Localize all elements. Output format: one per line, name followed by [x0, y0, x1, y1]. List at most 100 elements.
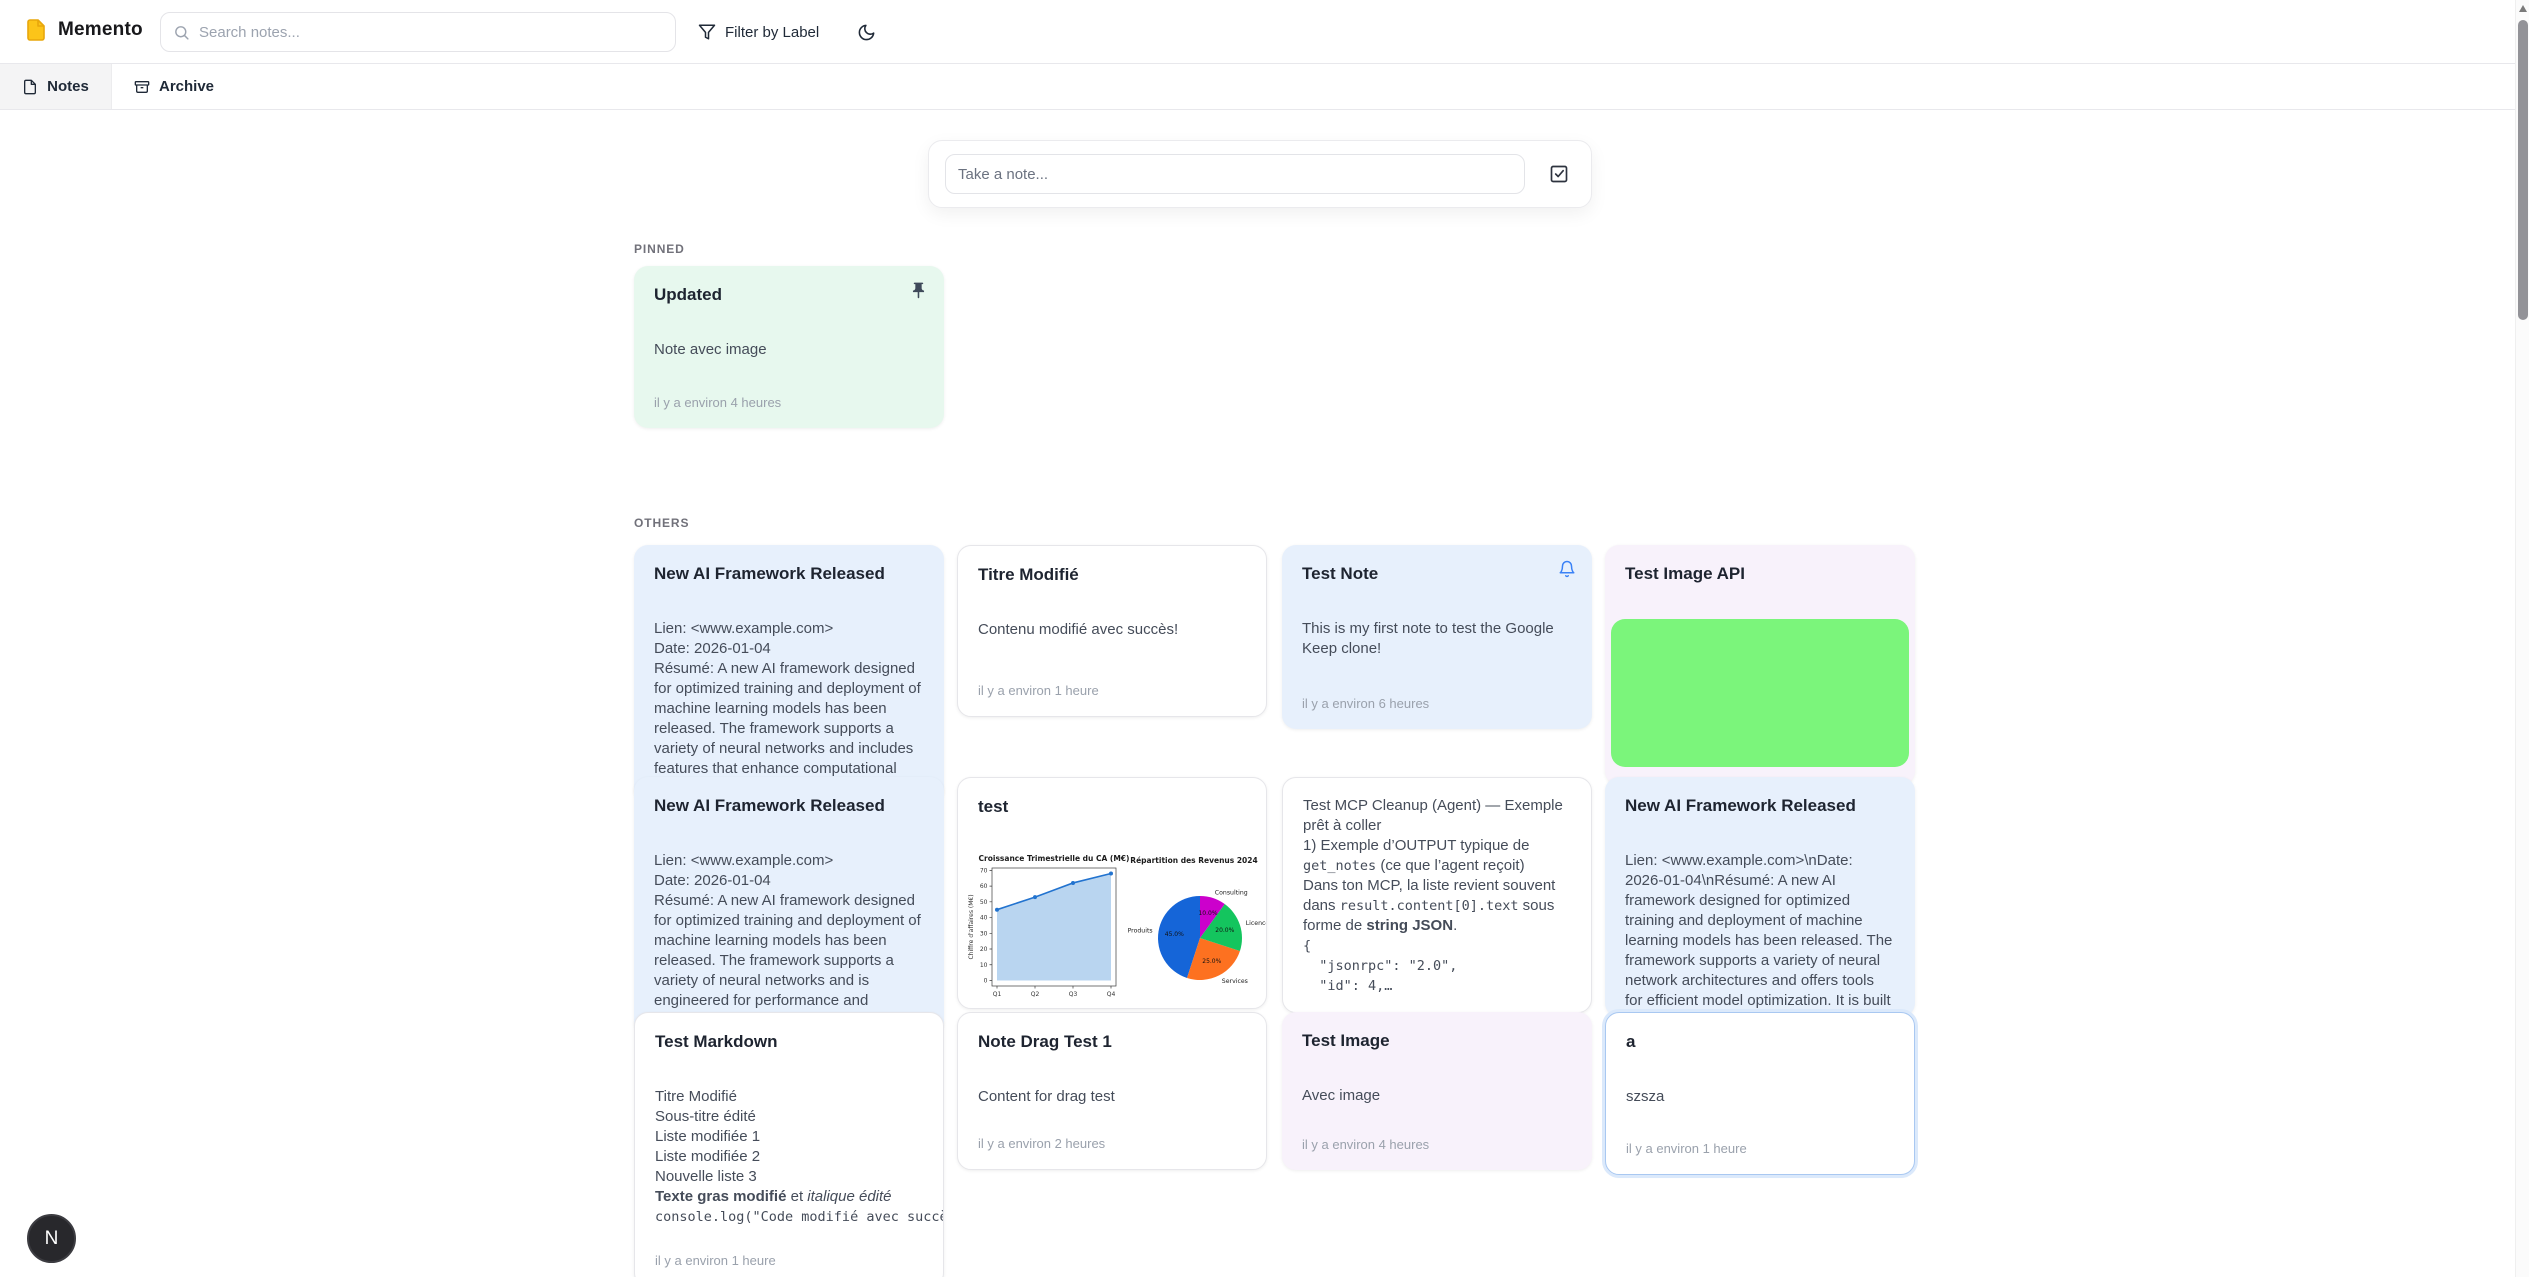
- scroll-up-arrow[interactable]: [2519, 5, 2527, 12]
- pin-icon[interactable]: [909, 281, 928, 300]
- app-logo: Memento: [24, 18, 143, 42]
- search-input[interactable]: [199, 23, 663, 41]
- note-card-test-image-api[interactable]: Test Image API: [1605, 545, 1915, 785]
- section-label-others: OTHERS: [634, 516, 690, 530]
- svg-text:70: 70: [980, 867, 988, 874]
- note-title: New AI Framework Released: [654, 564, 885, 583]
- note-composer: [928, 140, 1592, 208]
- tab-notes-label: Notes: [47, 78, 89, 95]
- note-file-icon: [24, 18, 48, 42]
- svg-text:20.0%: 20.0%: [1215, 927, 1234, 934]
- note-body: Note avec image: [654, 341, 767, 359]
- svg-text:Chiffre d'affaires (M€): Chiffre d'affaires (M€): [968, 895, 975, 960]
- note-body: Lien: <www.example.com> Date: 2026-01-04…: [654, 620, 921, 777]
- svg-text:60: 60: [980, 883, 988, 890]
- file-icon: [22, 79, 38, 95]
- search-icon: [173, 24, 190, 41]
- app-header: Memento Filter by Label: [0, 0, 2529, 64]
- svg-text:Q4: Q4: [1107, 991, 1116, 998]
- note-card-test-charts[interactable]: test 0 10 20 30 40 50 60 70 Q1 Q2 Q3 Q4 Croissance T…: [957, 777, 1267, 1009]
- dark-mode-toggle[interactable]: [846, 12, 886, 52]
- svg-text:Produits: Produits: [1128, 928, 1153, 935]
- note-timestamp: il y a environ 1 heure: [655, 1253, 776, 1268]
- svg-text:25.0%: 25.0%: [1202, 958, 1221, 965]
- tab-bar: Notes Archive: [0, 64, 2529, 110]
- tab-notes[interactable]: Notes: [0, 64, 112, 109]
- note-body: Contenu modifié avec succès!: [978, 621, 1179, 639]
- check-square-icon: [1549, 164, 1569, 184]
- svg-text:10: 10: [980, 962, 988, 969]
- note-card-new-ai-framework-3[interactable]: New AI Framework Released Lien: <www.exa…: [1605, 777, 1915, 1017]
- note-body: Titre Modifié Sous-titre édité Liste mod…: [655, 1088, 944, 1225]
- scrollbar[interactable]: [2515, 0, 2529, 1277]
- svg-text:Q3: Q3: [1069, 991, 1078, 998]
- note-timestamp: il y a environ 4 heures: [654, 395, 782, 410]
- note-card-new-ai-framework-2[interactable]: New AI Framework Released Lien: <www.exa…: [634, 777, 944, 1035]
- scrollbar-thumb[interactable]: [2517, 20, 2528, 320]
- note-card-test-note[interactable]: Test Note This is my first note to test …: [1282, 545, 1592, 729]
- note-body: Lien: <www.example.com> Date: 2026-01-04…: [654, 852, 921, 1009]
- moon-icon: [857, 23, 876, 42]
- svg-text:45.0%: 45.0%: [1165, 931, 1184, 938]
- note-image-green: [1611, 619, 1909, 767]
- checklist-button[interactable]: [1549, 164, 1569, 184]
- note-card-new-ai-framework-1[interactable]: New AI Framework Released Lien: <www.exa…: [634, 545, 944, 803]
- note-card-test-markdown[interactable]: Test Markdown Titre Modifié Sous-titre é…: [634, 1012, 944, 1277]
- note-timestamp: il y a environ 1 heure: [1626, 1141, 1747, 1156]
- note-card-test-image[interactable]: Test Image Avec image il y a environ 4 h…: [1282, 1012, 1592, 1170]
- note-title: Test Image API: [1625, 564, 1745, 583]
- note-card-a[interactable]: a szsza il y a environ 1 heure: [1605, 1012, 1915, 1175]
- svg-text:Consulting: Consulting: [1215, 889, 1248, 896]
- reminder-bell-icon[interactable]: [1558, 560, 1576, 578]
- svg-text:40: 40: [980, 915, 988, 922]
- svg-text:0: 0: [984, 978, 988, 985]
- note-title: Note Drag Test 1: [978, 1032, 1112, 1051]
- revenue-growth-area-chart: 0 10 20 30 40 50 60 70 Q1 Q2 Q3 Q4 Croissance Trimes…: [968, 854, 1129, 998]
- note-chart-image: 0 10 20 30 40 50 60 70 Q1 Q2 Q3 Q4 Croissance Trimes…: [966, 852, 1266, 1002]
- search-bar[interactable]: [160, 12, 676, 52]
- archive-icon: [134, 79, 150, 95]
- note-timestamp: il y a environ 4 heures: [1302, 1137, 1430, 1152]
- svg-text:20: 20: [980, 946, 988, 953]
- svg-text:Licences: Licences: [1246, 920, 1267, 927]
- svg-text:Q2: Q2: [1031, 991, 1040, 998]
- note-timestamp: il y a environ 6 heures: [1302, 696, 1430, 711]
- svg-text:Croissance Trimestrielle du CA: Croissance Trimestrielle du CA (M€): [979, 854, 1130, 863]
- note-title: New AI Framework Released: [654, 796, 885, 815]
- svg-text:50: 50: [980, 899, 988, 906]
- note-title: New AI Framework Released: [1625, 796, 1856, 815]
- note-card-test-mcp-cleanup[interactable]: Test MCP Cleanup (Agent) — Exemple prêt …: [1282, 777, 1592, 1013]
- note-title: a: [1626, 1032, 1636, 1051]
- note-body: This is my first note to test the Google…: [1302, 620, 1554, 658]
- svg-text:Q1: Q1: [993, 991, 1002, 998]
- tab-archive[interactable]: Archive: [112, 64, 236, 109]
- note-card-updated[interactable]: Updated Note avec image il y a environ 4…: [634, 266, 944, 428]
- note-body: Test MCP Cleanup (Agent) — Exemple prêt …: [1303, 797, 1563, 994]
- svg-text:30: 30: [980, 930, 988, 937]
- note-body: Content for drag test: [978, 1088, 1115, 1106]
- app-title: Memento: [58, 19, 143, 40]
- svg-text:10.0%: 10.0%: [1198, 910, 1217, 917]
- section-label-pinned: PINNED: [634, 242, 685, 256]
- note-title: test: [978, 797, 1009, 816]
- tab-archive-label: Archive: [159, 78, 215, 95]
- note-title: Titre Modifié: [978, 565, 1079, 584]
- svg-text:Services: Services: [1222, 978, 1248, 985]
- funnel-icon: [698, 23, 716, 41]
- avatar-button[interactable]: N: [27, 1214, 76, 1263]
- note-title: Test Markdown: [655, 1032, 778, 1051]
- note-timestamp: il y a environ 2 heures: [978, 1136, 1106, 1151]
- avatar-initial: N: [44, 1227, 59, 1249]
- revenue-distribution-pie-chart: Répartition des Revenus 2024 45.0% Produit…: [1128, 856, 1266, 985]
- note-timestamp: il y a environ 1 heure: [978, 683, 1099, 698]
- note-body: szsza: [1626, 1088, 1665, 1106]
- svg-text:Répartition des Revenus 2024: Répartition des Revenus 2024: [1130, 856, 1257, 865]
- note-title: Test Note: [1302, 564, 1379, 583]
- note-title: Test Image: [1302, 1031, 1390, 1050]
- note-card-titre-modifie[interactable]: Titre Modifié Contenu modifié avec succè…: [957, 545, 1267, 717]
- filter-by-label-button[interactable]: Filter by Label: [690, 12, 827, 52]
- filter-by-label-label: Filter by Label: [725, 23, 820, 41]
- take-a-note-input[interactable]: [945, 154, 1525, 194]
- note-body: Avec image: [1302, 1087, 1381, 1105]
- note-card-note-drag-test-1[interactable]: Note Drag Test 1 Content for drag test i…: [957, 1012, 1267, 1170]
